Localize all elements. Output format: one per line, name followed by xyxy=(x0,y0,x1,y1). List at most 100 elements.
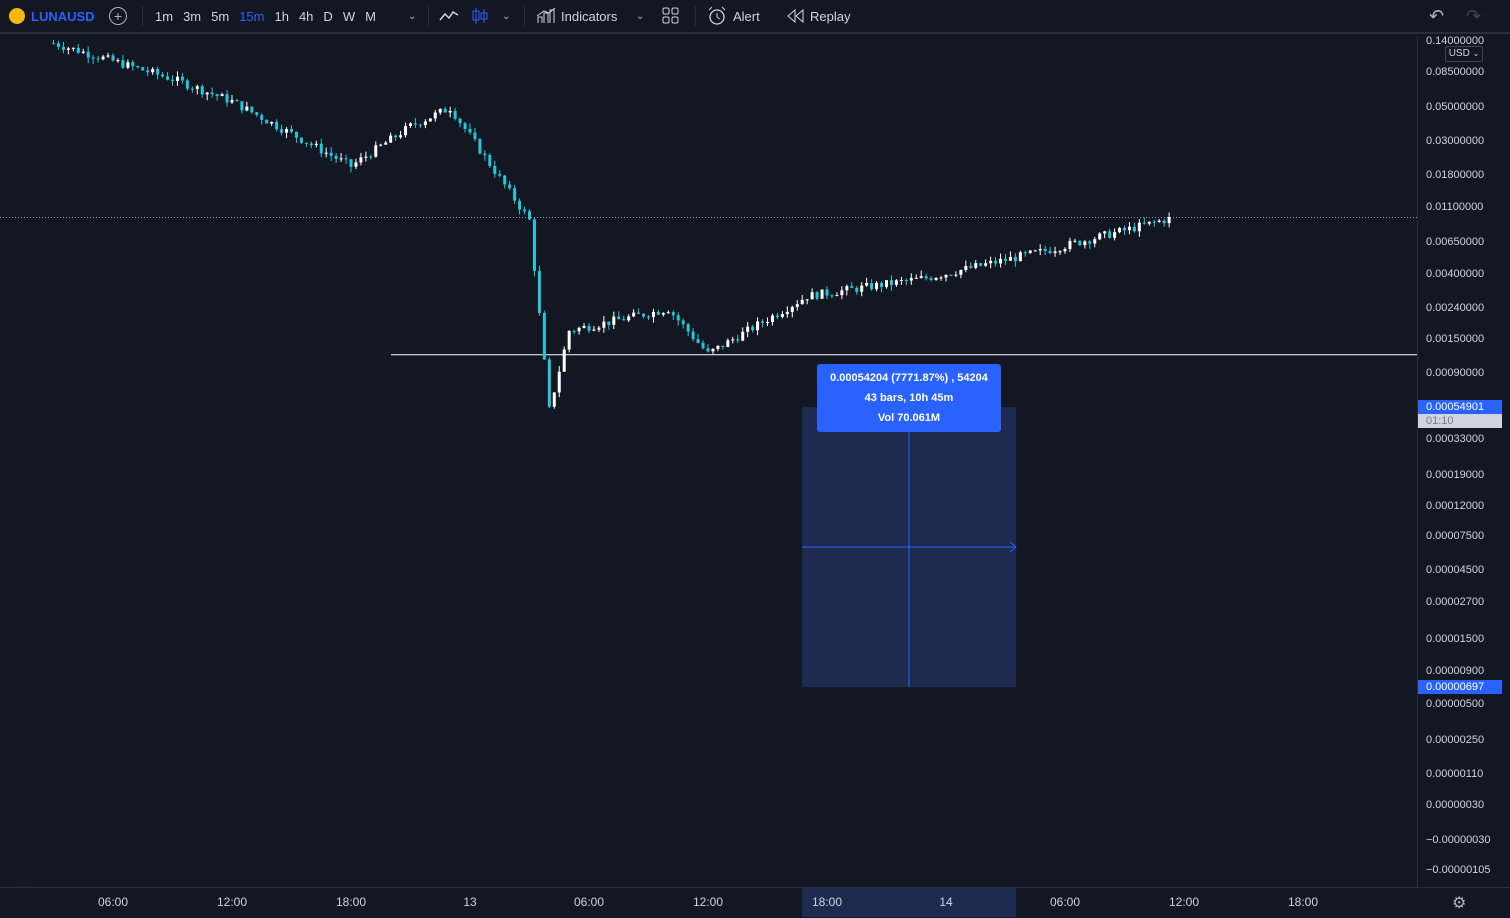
interval-4h[interactable]: 4h xyxy=(298,8,314,24)
indicators-dropdown-button[interactable]: ⌄ xyxy=(636,0,644,32)
candle-body xyxy=(1167,216,1171,224)
candle-body xyxy=(463,123,467,129)
price-tick-label: 0.00400000 xyxy=(1426,268,1485,280)
interval-1h[interactable]: 1h xyxy=(274,8,289,24)
candle-body xyxy=(885,280,888,287)
price-tick-label: 0.14000000 xyxy=(1426,35,1485,47)
interval-1m[interactable]: 1m xyxy=(155,8,174,24)
candle-body xyxy=(523,209,527,212)
candle-body xyxy=(52,43,55,45)
candle-body xyxy=(1132,226,1136,232)
layouts-button[interactable] xyxy=(662,0,680,32)
currency-selector[interactable]: USD ⌄ xyxy=(1445,46,1483,62)
candle-body xyxy=(825,289,829,296)
candle-body xyxy=(830,295,834,297)
candle-body xyxy=(304,142,308,144)
interval-dropdown-button[interactable]: ⌄ xyxy=(408,0,416,32)
candle-chart-type-button[interactable] xyxy=(470,0,490,32)
interval-m[interactable]: M xyxy=(365,8,376,24)
candle-body xyxy=(205,92,209,95)
candle-body xyxy=(627,316,631,321)
candle-body xyxy=(458,118,462,124)
price-tick-label: 0.00007500 xyxy=(1426,530,1485,542)
compare-symbol-button[interactable]: + xyxy=(109,0,127,32)
interval-bar: 1m 3m 5m 15m 1h 4h D W M xyxy=(150,0,381,32)
candle-body xyxy=(706,348,710,352)
candle-body xyxy=(483,153,487,156)
price-tick-label: 0.01800000 xyxy=(1426,169,1485,181)
redo-button[interactable]: ↷ xyxy=(1466,0,1481,32)
replay-button[interactable]: Replay xyxy=(787,0,850,32)
candle-body xyxy=(528,211,531,220)
candle-body xyxy=(1083,241,1087,246)
candle-body xyxy=(746,326,750,332)
candle-body xyxy=(473,132,477,140)
chart-settings-button[interactable]: ⚙ xyxy=(1452,893,1466,913)
candle-body xyxy=(919,276,923,278)
candle-body xyxy=(275,121,279,130)
candle-body xyxy=(61,46,65,50)
candle-body xyxy=(1028,250,1032,253)
candle-body xyxy=(751,326,755,331)
indicators-button[interactable]: Indicators xyxy=(536,0,617,32)
candle-body xyxy=(56,43,60,47)
candle-body xyxy=(989,260,993,264)
undo-button[interactable]: ↶ xyxy=(1429,0,1444,32)
candle-body xyxy=(151,69,155,73)
candle-body xyxy=(731,339,735,341)
candle-body xyxy=(775,315,779,317)
chart-pane[interactable]: 0.00054204 (7771.87%) , 54204 43 bars, 1… xyxy=(0,36,1417,916)
candle-body xyxy=(190,88,194,90)
candle-body xyxy=(1147,221,1151,224)
measure-volume: Vol 70.061M xyxy=(877,412,941,424)
interval-w[interactable]: W xyxy=(342,8,356,24)
candle-body xyxy=(1048,251,1052,254)
candle-body xyxy=(438,108,442,113)
current-price-value: 0.00054901 xyxy=(1426,401,1485,413)
price-tick-label: 0.00090000 xyxy=(1426,367,1485,379)
candle-body xyxy=(949,274,953,276)
candle-body xyxy=(800,299,804,305)
candle-body xyxy=(354,162,358,167)
price-tick-label: 0.00150000 xyxy=(1426,333,1485,345)
candle-body xyxy=(250,106,254,113)
candle-body xyxy=(766,322,769,324)
measure-arrow-head-right xyxy=(1009,541,1017,553)
price-tick-label: 0.00650000 xyxy=(1426,236,1485,248)
interval-5m[interactable]: 5m xyxy=(211,8,230,24)
candle-body xyxy=(1053,251,1057,254)
interval-3m[interactable]: 3m xyxy=(183,8,202,24)
candle-body xyxy=(1118,227,1122,233)
candle-body xyxy=(622,319,626,321)
alert-button[interactable]: Alert xyxy=(707,0,760,32)
candle-body xyxy=(1103,231,1107,234)
candle-body xyxy=(840,290,844,296)
candle-body xyxy=(175,76,179,81)
price-axis[interactable]: 0.14000000 0.08500000 0.05000000 0.03000000… xyxy=(1417,35,1510,887)
current-price-tag: 0.00054901 xyxy=(1418,400,1502,414)
luna-logo-icon xyxy=(9,8,25,24)
interval-15m[interactable]: 15m xyxy=(239,8,265,24)
price-tick-label: −0.00000030 xyxy=(1426,834,1491,846)
candle-body xyxy=(899,280,903,282)
candle-body xyxy=(562,349,566,372)
candle-body xyxy=(66,48,70,50)
candle-body xyxy=(894,280,898,285)
candle-body xyxy=(1018,252,1022,262)
candle-body xyxy=(880,282,884,287)
measure-price-change: 0.00054204 (7771.87%) , 54204 xyxy=(830,372,988,384)
price-tick-label: 0.00000110 xyxy=(1426,768,1484,780)
chevron-down-icon: ⌄ xyxy=(502,10,511,22)
line-chart-type-button[interactable] xyxy=(438,0,460,32)
time-axis[interactable]: 06:00 12:00 18:00 13 06:00 12:00 18:00 14 06:00 1… xyxy=(0,887,1510,918)
candle-body xyxy=(577,327,581,332)
price-tick-label: 0.00000030 xyxy=(1426,799,1485,811)
alert-label: Alert xyxy=(733,8,760,24)
chart-type-dropdown-button[interactable]: ⌄ xyxy=(502,0,510,32)
symbol-search[interactable]: LUNAUSD xyxy=(9,0,95,32)
candlestick-chart[interactable] xyxy=(0,36,1417,887)
interval-d[interactable]: D xyxy=(323,8,333,24)
price-tick-label: 0.08500000 xyxy=(1426,66,1485,78)
candle-body xyxy=(339,158,343,160)
candle-body xyxy=(681,320,685,325)
